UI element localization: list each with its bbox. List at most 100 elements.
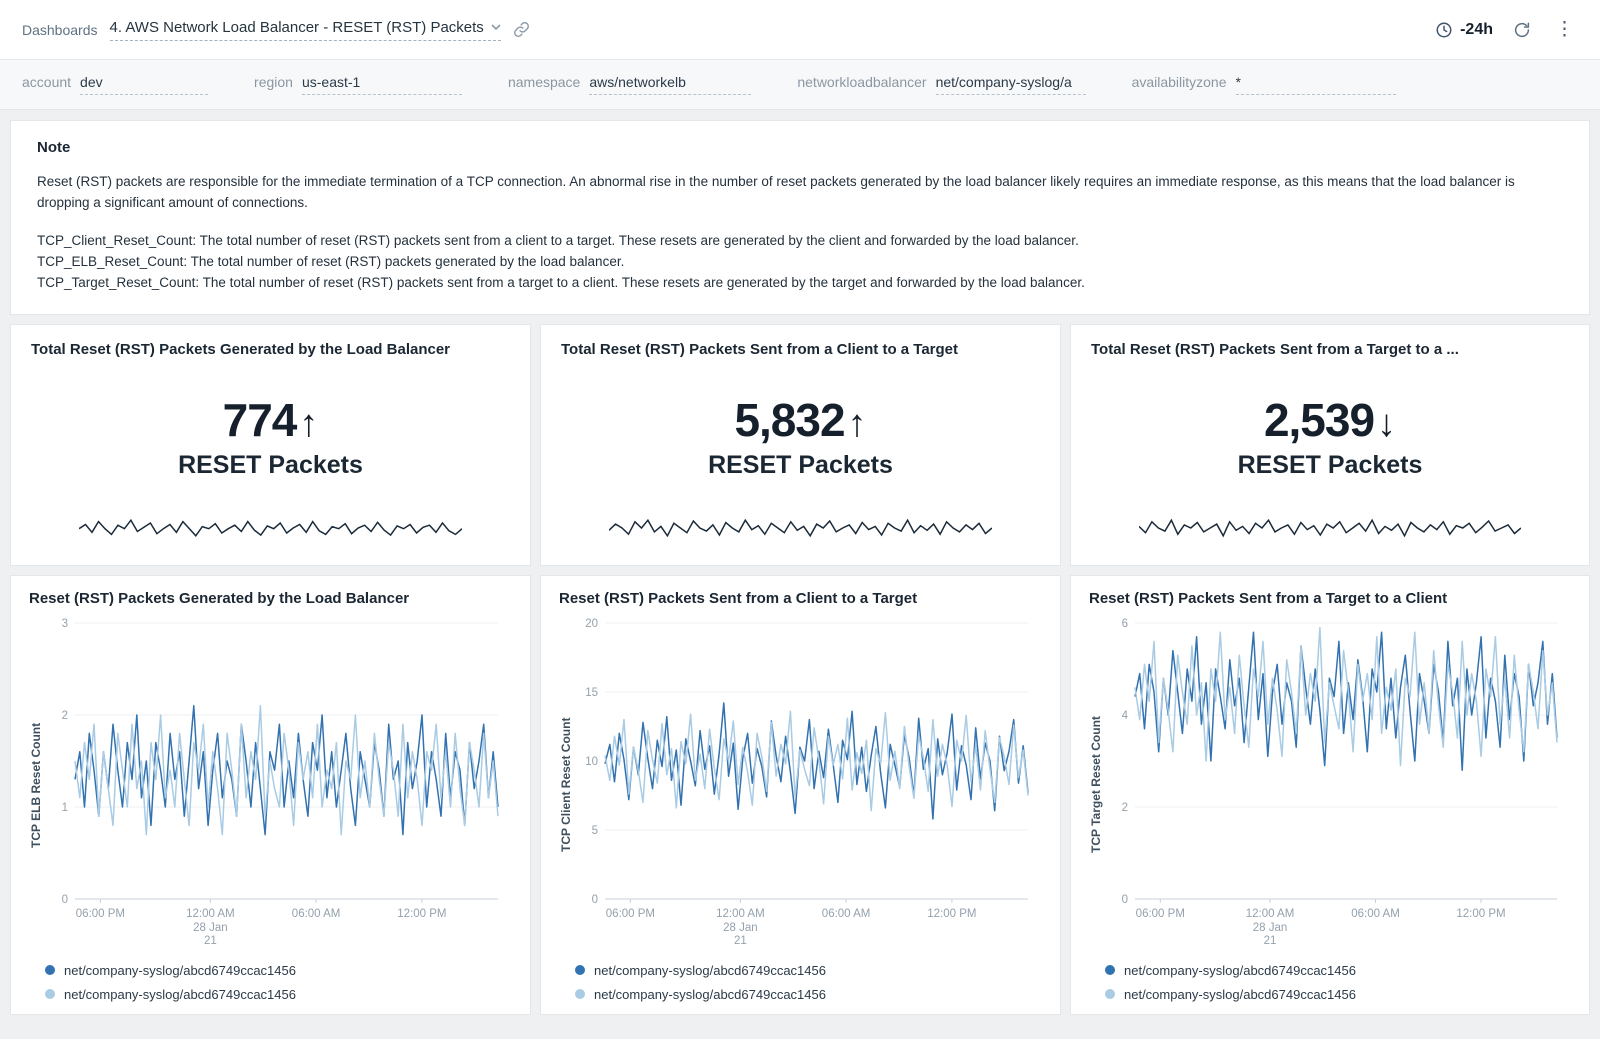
link-icon[interactable] xyxy=(513,21,530,38)
stat-value-row: 774 ↑ xyxy=(223,393,319,447)
legend-item[interactable]: net/company-syslog/abcd6749ccac1456 xyxy=(575,987,1042,1002)
chart-legend: net/company-syslog/abcd6749ccac1456 net/… xyxy=(559,955,1042,1006)
filter-availabilityzone: availabilityzone * xyxy=(1132,74,1396,95)
series-dot-dark xyxy=(575,965,585,976)
trend-up-icon: ↑ xyxy=(299,402,319,445)
svg-text:12:00 PM: 12:00 PM xyxy=(927,908,976,920)
time-range-value: -24h xyxy=(1460,20,1493,38)
filter-region: region us-east-1 xyxy=(254,74,462,95)
filter-networkloadbalancer: networkloadbalancer net/company-syslog/a xyxy=(797,74,1086,95)
svg-text:15: 15 xyxy=(585,687,598,699)
chart-title: Reset (RST) Packets Sent from a Client t… xyxy=(559,589,918,607)
svg-text:12:00 PM: 12:00 PM xyxy=(1456,908,1505,920)
svg-text:4: 4 xyxy=(1122,710,1129,722)
svg-text:06:00 AM: 06:00 AM xyxy=(292,908,341,920)
filter-account-label: account xyxy=(22,74,72,90)
chevron-down-icon xyxy=(491,23,501,31)
y-axis-label: TCP ELB Reset Count xyxy=(29,722,43,848)
svg-text:3: 3 xyxy=(62,618,68,630)
svg-text:2: 2 xyxy=(62,710,68,722)
refresh-icon[interactable] xyxy=(1513,21,1531,39)
legend-item[interactable]: net/company-syslog/abcd6749ccac1456 xyxy=(45,963,512,978)
chart-title: Reset (RST) Packets Sent from a Target t… xyxy=(1089,589,1448,607)
filter-networkloadbalancer-value[interactable]: net/company-syslog/a xyxy=(935,74,1086,95)
filter-availabilityzone-value[interactable]: * xyxy=(1235,74,1396,95)
note-line-target: TCP_Target_Reset_Count: The total number… xyxy=(37,274,1085,290)
svg-text:10: 10 xyxy=(585,756,598,768)
line-chart-plot[interactable]: 0 2 4 6 06:00 PM 12:00 AM 28 Jan 21 06:00 AM 12:0… xyxy=(1105,615,1571,955)
stat-panel-client-total: Total Reset (RST) Packets Sent from a Cl… xyxy=(540,323,1061,566)
stat-value-row: 5,832 ↑ xyxy=(734,393,866,447)
svg-text:5: 5 xyxy=(592,825,598,837)
y-axis-label: TCP Client Reset Count xyxy=(559,717,573,852)
filter-namespace: namespace aws/networkelb xyxy=(508,74,752,95)
svg-text:0: 0 xyxy=(62,894,68,906)
stat-unit: RESET Packets xyxy=(708,450,893,479)
svg-text:1: 1 xyxy=(62,802,68,814)
y-axis-label: TCP Target Reset Count xyxy=(1089,716,1103,854)
trend-up-icon: ↑ xyxy=(847,402,867,445)
svg-text:12:00 PM: 12:00 PM xyxy=(397,908,446,920)
filter-region-value[interactable]: us-east-1 xyxy=(301,74,462,95)
trend-down-icon: ↓ xyxy=(1377,402,1397,445)
stat-title: Total Reset (RST) Packets Sent from a Ta… xyxy=(1091,340,1459,358)
legend-label: net/company-syslog/abcd6749ccac1456 xyxy=(594,986,826,1002)
legend-label: net/company-syslog/abcd6749ccac1456 xyxy=(1124,962,1356,978)
filter-account: account dev xyxy=(22,74,209,95)
chart-panel-target: Reset (RST) Packets Sent from a Target t… xyxy=(1070,574,1590,1015)
line-chart-plot[interactable]: 0 1 2 3 06:00 PM 12:00 AM 28 Jan 21 06:00 AM 12:0… xyxy=(45,615,512,955)
breadcrumb-dashboards[interactable]: Dashboards xyxy=(22,21,98,38)
top-bar: Dashboards 4. AWS Network Load Balancer … xyxy=(0,0,1600,60)
svg-text:21: 21 xyxy=(1264,935,1277,947)
sparkline xyxy=(1138,515,1522,541)
legend-item[interactable]: net/company-syslog/abcd6749ccac1456 xyxy=(575,963,1042,978)
series-dot-light xyxy=(575,989,585,1000)
filter-namespace-value[interactable]: aws/networkelb xyxy=(589,74,752,95)
page-title: 4. AWS Network Load Balancer - RESET (RS… xyxy=(109,18,484,36)
sparkline xyxy=(608,515,993,541)
filter-availabilityzone-label: availabilityzone xyxy=(1131,74,1227,90)
series-dot-dark xyxy=(1105,965,1115,976)
line-chart-plot[interactable]: 0 5 10 15 20 06:00 PM 12:00 AM 28 Jan 21 06:00 AM… xyxy=(575,615,1042,955)
svg-text:20: 20 xyxy=(585,618,598,630)
kebab-menu-icon[interactable]: ⋮ xyxy=(1555,19,1574,40)
chart-panel-client: Reset (RST) Packets Sent from a Client t… xyxy=(540,574,1061,1015)
chart-legend: net/company-syslog/abcd6749ccac1456 net/… xyxy=(29,955,512,1006)
svg-text:2: 2 xyxy=(1122,802,1128,814)
stat-title: Total Reset (RST) Packets Generated by t… xyxy=(31,340,451,358)
stat-value-row: 2,539 ↓ xyxy=(1264,393,1396,447)
dashboard-grid: Note Reset (RST) packets are responsible… xyxy=(0,110,1600,1025)
filter-region-label: region xyxy=(254,74,293,90)
svg-text:28 Jan: 28 Jan xyxy=(1253,922,1288,934)
svg-text:21: 21 xyxy=(204,935,217,947)
dashboard-title-dropdown[interactable]: 4. AWS Network Load Balancer - RESET (RS… xyxy=(109,18,501,41)
series-dot-light xyxy=(45,989,55,1000)
stat-value: 2,539 xyxy=(1263,393,1375,446)
svg-text:06:00 PM: 06:00 PM xyxy=(606,908,655,920)
series-dot-dark xyxy=(45,965,55,976)
svg-text:28 Jan: 28 Jan xyxy=(723,922,758,934)
legend-item[interactable]: net/company-syslog/abcd6749ccac1456 xyxy=(45,987,512,1002)
chart-legend: net/company-syslog/abcd6749ccac1456 net/… xyxy=(1089,955,1571,1006)
legend-item[interactable]: net/company-syslog/abcd6749ccac1456 xyxy=(1105,987,1571,1002)
svg-text:0: 0 xyxy=(592,894,598,906)
chart-title: Reset (RST) Packets Generated by the Loa… xyxy=(29,589,410,607)
sparkline xyxy=(78,515,463,541)
svg-text:06:00 PM: 06:00 PM xyxy=(1136,908,1185,920)
note-paragraph: Reset (RST) packets are responsible for … xyxy=(37,174,1515,210)
stat-panel-elb-total: Total Reset (RST) Packets Generated by t… xyxy=(10,323,531,566)
filter-networkloadbalancer-label: networkloadbalancer xyxy=(797,74,927,90)
svg-text:12:00 AM: 12:00 AM xyxy=(186,908,235,920)
time-range-picker[interactable]: -24h xyxy=(1435,21,1493,39)
stat-unit: RESET Packets xyxy=(178,450,363,479)
svg-text:28 Jan: 28 Jan xyxy=(193,922,228,934)
legend-item[interactable]: net/company-syslog/abcd6749ccac1456 xyxy=(1105,963,1571,978)
stat-unit: RESET Packets xyxy=(1237,450,1423,479)
legend-label: net/company-syslog/abcd6749ccac1456 xyxy=(594,962,826,978)
series-dot-light xyxy=(1105,989,1115,1000)
stat-title: Total Reset (RST) Packets Sent from a Cl… xyxy=(561,340,959,358)
note-line-client: TCP_Client_Reset_Count: The total number… xyxy=(37,232,1079,248)
filter-account-value[interactable]: dev xyxy=(80,74,209,95)
note-line-elb: TCP_ELB_Reset_Count: The total number of… xyxy=(37,253,625,269)
svg-text:12:00 AM: 12:00 AM xyxy=(1246,908,1295,920)
